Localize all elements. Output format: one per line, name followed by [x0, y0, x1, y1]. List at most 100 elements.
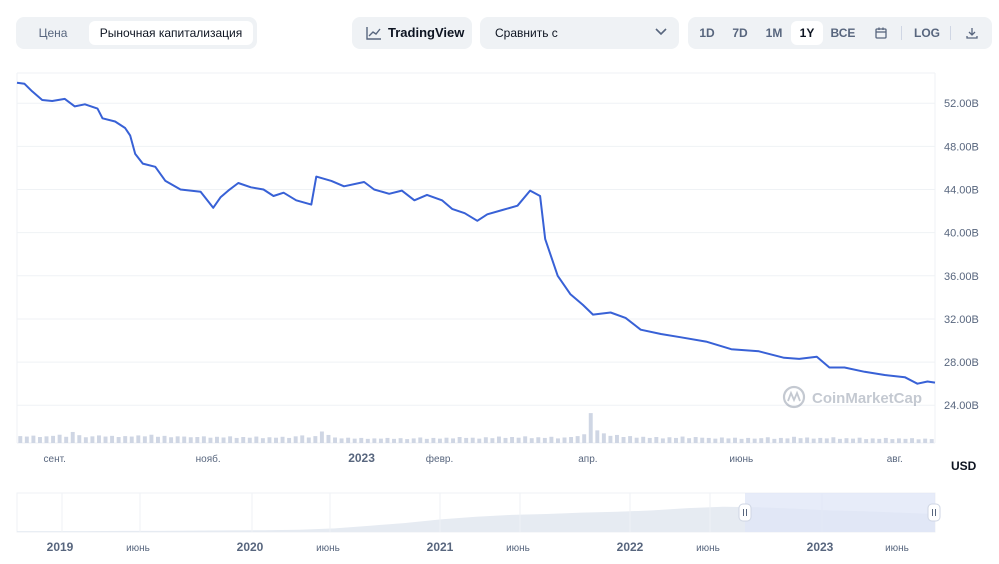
volume-bar — [260, 438, 265, 443]
watermark: CoinMarketCap — [782, 385, 922, 409]
navigator-tick-label: 2022 — [617, 540, 644, 554]
volume-bar — [844, 438, 849, 443]
volume-bar — [864, 439, 869, 443]
volume-bar — [306, 437, 311, 443]
volume-bar — [857, 437, 862, 443]
market-cap-line — [16, 81, 936, 385]
volume-bar — [77, 435, 82, 443]
volume-bar — [359, 437, 364, 443]
range-1y-button[interactable]: 1Y — [791, 21, 823, 45]
volume-bar — [883, 437, 888, 443]
volume-bar — [444, 437, 449, 443]
volume-bar — [411, 438, 416, 443]
navigator-tick-label: 2020 — [237, 540, 264, 554]
volume-bar — [293, 436, 298, 443]
range-1m-button[interactable]: 1M — [765, 26, 783, 40]
volume-bar — [719, 437, 724, 443]
volume-bar — [621, 437, 626, 443]
handle-grip — [927, 503, 941, 522]
volume-bar — [910, 438, 915, 443]
y-tick-label: 52.00B — [944, 98, 979, 110]
volume-bar — [64, 436, 69, 443]
volume-bar — [451, 438, 456, 443]
volume-bar — [851, 438, 856, 443]
volume-bar — [221, 437, 226, 443]
compare-select[interactable]: Сравнить с — [480, 17, 679, 49]
volume-bar — [785, 438, 790, 443]
volume-bar — [562, 437, 567, 443]
volume-bar — [103, 436, 108, 443]
volume-bar — [339, 438, 344, 443]
volume-bar — [162, 435, 167, 443]
navigator-axis-labels: 2019 июнь 2020 июнь 2021 июнь 2022 июнь 2023 июнь — [47, 540, 909, 554]
volume-bar — [490, 438, 495, 443]
y-tick-label: 24.00B — [944, 400, 979, 412]
volume-bar — [142, 436, 147, 443]
volume-bar — [346, 437, 351, 443]
volume-bar — [123, 436, 128, 443]
volume-bar — [516, 437, 521, 443]
volume-bar — [352, 438, 357, 443]
volume-bar — [654, 437, 659, 443]
navigator-left-handle[interactable] — [738, 503, 752, 522]
volume-bar — [247, 437, 252, 443]
range-7d-button[interactable]: 7D — [732, 26, 748, 40]
calendar-button[interactable] — [868, 21, 894, 45]
volume-bar — [300, 435, 305, 443]
volume-bar — [378, 438, 383, 443]
volume-bar — [267, 437, 272, 443]
volume-bar — [418, 437, 423, 443]
volume-bar — [385, 437, 390, 443]
volume-bar — [765, 437, 770, 443]
volume-bar — [234, 437, 239, 443]
calendar-icon — [875, 27, 887, 39]
navigator-tick-label: июнь — [126, 543, 150, 554]
x-tick-label: апр. — [578, 454, 597, 465]
x-tick-label: февр. — [426, 453, 453, 465]
volume-bar — [365, 438, 370, 443]
log-scale-button[interactable]: LOG — [914, 26, 940, 40]
volume-bar — [175, 436, 180, 443]
tab-market-cap[interactable]: Рыночная капитализация — [89, 21, 253, 45]
volume-bar — [110, 435, 115, 443]
volume-bar — [510, 437, 515, 443]
volume-bar — [437, 438, 442, 443]
volume-bar — [805, 437, 810, 443]
volume-bar — [24, 436, 29, 443]
navigator-right-handle[interactable] — [927, 503, 941, 522]
volume-bar — [464, 437, 469, 443]
tab-price[interactable]: Цена — [38, 26, 68, 40]
volume-bar — [641, 436, 646, 443]
navigator-tick-label: 2019 — [47, 540, 74, 554]
tradingview-label: TradingView — [388, 25, 465, 40]
toolbar-divider — [901, 26, 902, 40]
volume-bar — [156, 436, 160, 443]
navigator-area — [17, 506, 935, 532]
navigator-tick-label: июнь — [696, 543, 720, 554]
volume-bar — [136, 435, 141, 443]
volume-bar — [83, 437, 88, 443]
volume-bar — [96, 435, 101, 443]
navigator-tick-label: июнь — [506, 543, 530, 554]
volume-bar — [90, 436, 95, 443]
range-1d-button[interactable]: 1D — [699, 26, 715, 40]
volume-bar — [280, 436, 285, 443]
tradingview-button[interactable]: TradingView — [352, 17, 472, 49]
volume-bar — [667, 437, 672, 443]
range-all-button[interactable]: ВСЕ — [830, 26, 856, 40]
volume-bar — [634, 437, 639, 443]
y-tick-label: 40.00B — [944, 228, 979, 240]
navigator-tick-label: 2021 — [427, 540, 454, 554]
time-range-selector: 1D 7D 1M 1Y ВСЕ LOG — [688, 17, 992, 49]
volume-bar — [608, 435, 613, 443]
range-navigator[interactable] — [16, 492, 941, 533]
y-tick-label: 32.00B — [944, 314, 979, 326]
x-tick-label: авг. — [887, 454, 903, 465]
download-button[interactable] — [961, 21, 983, 45]
volume-bars — [18, 413, 934, 443]
tradingview-chart-icon — [366, 27, 381, 40]
volume-bar — [811, 438, 816, 443]
volume-bar — [929, 439, 934, 443]
volume-bar — [529, 438, 534, 443]
navigator-tick-label: июнь — [316, 543, 340, 554]
